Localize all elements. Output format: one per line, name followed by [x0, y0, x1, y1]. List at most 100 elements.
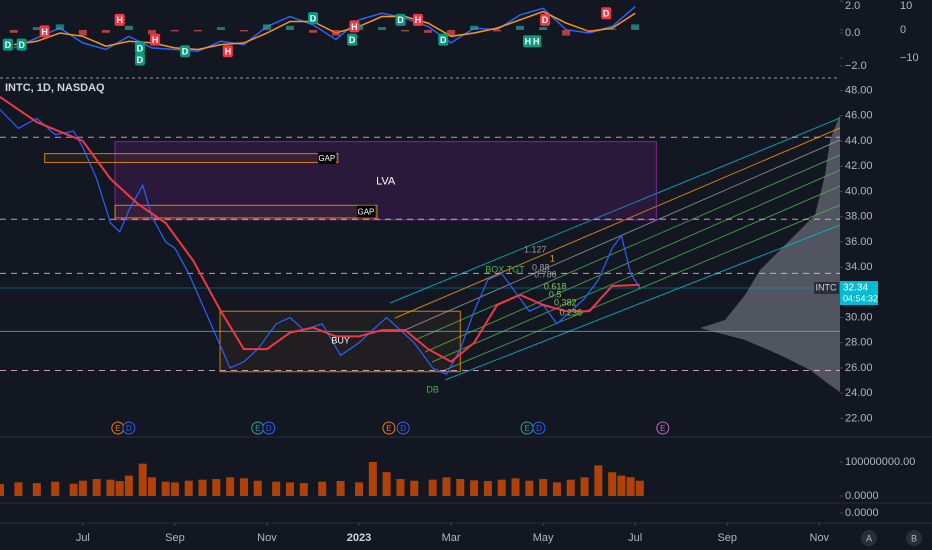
volume-bar: [410, 480, 419, 496]
signal-label: D: [18, 40, 25, 50]
signal-label: D: [310, 14, 317, 24]
control-button[interactable]: A: [861, 530, 877, 546]
annotation: 1.127: [524, 244, 547, 254]
annotation: 0.236: [559, 307, 582, 317]
volume-bar: [525, 480, 534, 496]
x-tick-label: Jul: [76, 532, 90, 544]
y-tick-label: 36.00: [845, 236, 873, 248]
volume-bar: [552, 482, 561, 496]
volume-bar: [78, 480, 87, 496]
x-tick-label: Mar: [442, 532, 461, 544]
button-label[interactable]: B: [911, 533, 917, 543]
signal-label: D: [603, 9, 610, 19]
signal-label: D: [182, 47, 189, 57]
histogram-bar: [308, 29, 317, 33]
histogram-bar: [539, 27, 548, 30]
volume-bar: [106, 479, 115, 496]
volume-bar: [626, 477, 635, 496]
event-icon: [532, 421, 546, 435]
volume-bar: [170, 482, 179, 496]
y-tick-label: −10: [900, 52, 919, 64]
oscillator-line: [13, 10, 636, 51]
volume-bar: [635, 480, 644, 496]
event-icon: [382, 421, 396, 435]
zone-box: [114, 141, 657, 221]
y-tick-label: 48.00: [845, 85, 873, 97]
annotation: BUY: [331, 335, 350, 345]
histogram-bar: [608, 28, 617, 30]
histogram-bar: [516, 25, 525, 30]
signal-label: D: [137, 55, 144, 65]
volume-bar: [138, 463, 147, 496]
button-label[interactable]: A: [866, 533, 872, 543]
signal-badge: [395, 13, 406, 26]
channel-line: [439, 204, 841, 373]
annotation: 0.88: [532, 262, 550, 272]
histogram-bar: [55, 24, 64, 30]
histogram-bar: [493, 29, 502, 32]
x-tick-label: Nov: [257, 532, 277, 544]
annotation: 0.382: [554, 297, 577, 307]
event-icon: [396, 421, 410, 435]
x-tick-label: 2023: [347, 532, 371, 544]
symbol-tag: [814, 282, 839, 295]
signal-label: H: [152, 35, 159, 45]
signal-badge: [347, 33, 358, 46]
histogram-bar: [262, 24, 271, 30]
histogram-bar: [285, 25, 294, 30]
control-button[interactable]: B: [906, 530, 922, 546]
y-tick-label: 0.0000: [845, 507, 879, 519]
volume-bar: [124, 475, 133, 496]
signal-label: D: [397, 15, 404, 25]
signal-badge: [180, 45, 191, 58]
event-label: E: [386, 424, 391, 433]
signal-label: D: [5, 40, 12, 50]
volume-bar: [382, 472, 391, 496]
y-tick-label: 100000000.00: [845, 456, 915, 468]
symbol-header: INTC, 1D, NASDAQ: [5, 82, 105, 94]
histogram-bar: [401, 29, 410, 32]
volume-bar: [442, 477, 451, 496]
y-tick-label: 30.00: [845, 311, 873, 323]
signal-badge: [601, 7, 612, 20]
annotation: 1: [550, 253, 555, 263]
volume-bar: [368, 461, 377, 496]
zone-label: LVA: [376, 176, 396, 188]
volume-bar: [608, 472, 617, 496]
volume-bar: [184, 480, 193, 496]
volume-bar: [69, 483, 78, 496]
volume-bar: [497, 479, 506, 496]
y-tick-label: 24.00: [845, 387, 873, 399]
event-label: D: [266, 424, 272, 433]
volume-bar: [299, 483, 308, 496]
signal-badge: [349, 20, 360, 33]
signal-label: D: [349, 35, 356, 45]
signal-badge: [307, 12, 318, 25]
event-label: D: [536, 424, 542, 433]
annotation: BOX TGT: [485, 264, 525, 274]
event-label: D: [400, 424, 406, 433]
annotation: 0.786: [534, 269, 557, 279]
volume-bar: [318, 481, 327, 496]
volume-bar: [0, 484, 4, 496]
button-circle[interactable]: [906, 530, 922, 546]
volume-bar: [253, 480, 262, 496]
signal-badge: [16, 38, 27, 51]
button-circle[interactable]: [861, 530, 877, 546]
histogram-bar: [216, 27, 225, 30]
volume-bar: [580, 477, 589, 496]
annotation: 0.5: [549, 289, 562, 299]
event-icon: [656, 421, 670, 435]
signal-label: D: [137, 43, 144, 53]
volume-bar: [226, 477, 235, 496]
histogram-bar: [32, 27, 41, 30]
signal-label: H: [525, 37, 532, 47]
y-tick-label: 22.00: [845, 412, 873, 424]
signal-label: D: [440, 35, 447, 45]
signal-badge: [114, 13, 125, 26]
histogram-bar: [447, 29, 456, 36]
histogram-bar: [562, 29, 571, 36]
y-tick-label: 0.0000: [845, 490, 879, 502]
event-icon: [262, 421, 276, 435]
signal-badge: [438, 33, 449, 46]
